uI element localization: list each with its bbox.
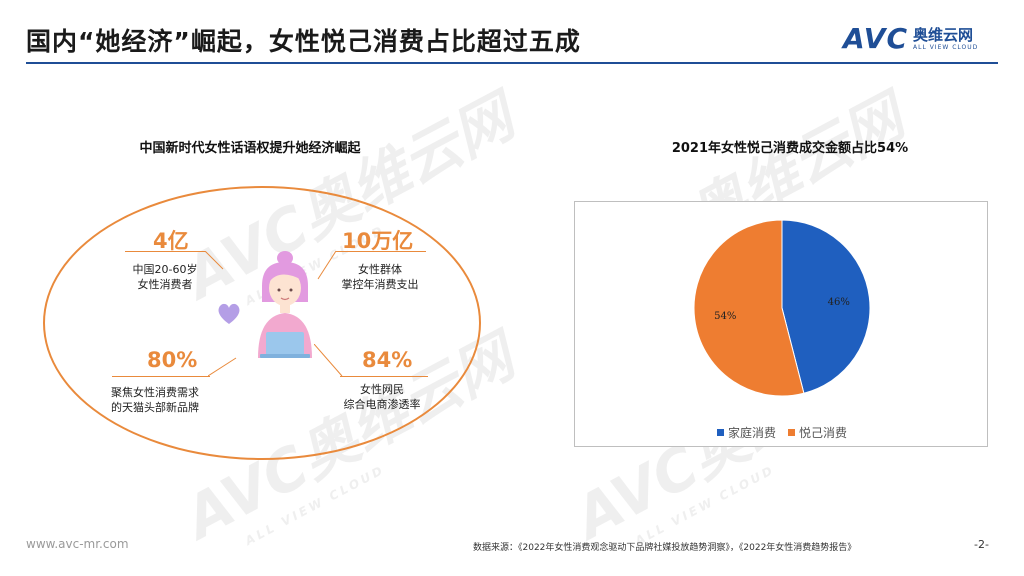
logo-avc-text: AVC [843, 22, 908, 55]
legend-item-self: 悦己消费 [788, 424, 847, 441]
stat-value: 4亿 [153, 229, 189, 253]
left-subtitle: 中国新时代女性话语权提升她经济崛起 [139, 141, 361, 156]
stat-label-line: 中国20-60岁 [132, 263, 198, 276]
title-divider [26, 62, 998, 64]
connector-line [112, 376, 210, 377]
stat-label-line: 聚焦女性消费需求 [111, 386, 199, 399]
footer-url: www.avc-mr.com [26, 537, 129, 551]
connector-line [336, 251, 426, 252]
legend-item-family: 家庭消费 [717, 424, 776, 441]
connector-line [314, 344, 343, 377]
connector-line [340, 376, 428, 377]
right-subtitle: 2021年女性悦己消费成交金额占比54% [671, 141, 909, 156]
legend-swatch [717, 429, 724, 436]
stat-label-line: 女性群体 [358, 263, 402, 276]
pie-chart: 46% 54% [693, 219, 871, 397]
stats-ellipse [43, 186, 481, 460]
legend-label: 悦己消费 [799, 426, 848, 440]
stat-label: 女性群体 掌控年消费支出 [322, 262, 438, 292]
chart-legend: 家庭消费 悦己消费 [717, 424, 847, 441]
stat-label-line: 女性网民 [360, 383, 404, 396]
connector-line [317, 251, 337, 280]
pie-data-label-0: 46% [828, 297, 850, 308]
stat-value: 10万亿 [342, 229, 414, 253]
stat-value: 84% [362, 348, 413, 372]
stat-value: 80% [147, 348, 198, 372]
footer-source: 数据来源：《2022年女性消费观念驱动下品牌社媒投放趋势洞察》，《2022年女性… [473, 543, 857, 553]
stat-label-line: 女性消费者 [137, 278, 193, 291]
stat-label-line: 的天猫头部新品牌 [111, 401, 199, 414]
stat-label-line: 综合电商渗透率 [343, 398, 421, 411]
connector-line [208, 357, 237, 377]
woman-illustration [258, 251, 312, 358]
connector-line [125, 251, 205, 252]
logo-en-text: ALL VIEW CLOUD [913, 44, 979, 51]
stat-label: 聚焦女性消费需求 的天猫头部新品牌 [90, 385, 220, 415]
legend-swatch [788, 429, 796, 436]
brand-logo: AVC 奥维云网 ALL VIEW CLOUD [843, 22, 1003, 58]
page-title: 国内“她经济”崛起，女性悦己消费占比超过五成 [26, 27, 581, 56]
heart-icon [218, 303, 240, 324]
stat-label-line: 掌控年消费支出 [341, 278, 419, 291]
stat-label: 女性网民 综合电商渗透率 [322, 382, 442, 412]
pie-data-label-1: 54% [714, 311, 736, 322]
page-number: -2- [974, 538, 989, 551]
connector-line [205, 251, 224, 270]
pie-slice-1 [693, 219, 805, 397]
logo-cn-text: 奥维云网 [913, 26, 974, 44]
stat-label: 中国20-60岁 女性消费者 [115, 262, 215, 292]
pie-slice-0 [781, 219, 871, 394]
legend-label: 家庭消费 [728, 426, 777, 440]
